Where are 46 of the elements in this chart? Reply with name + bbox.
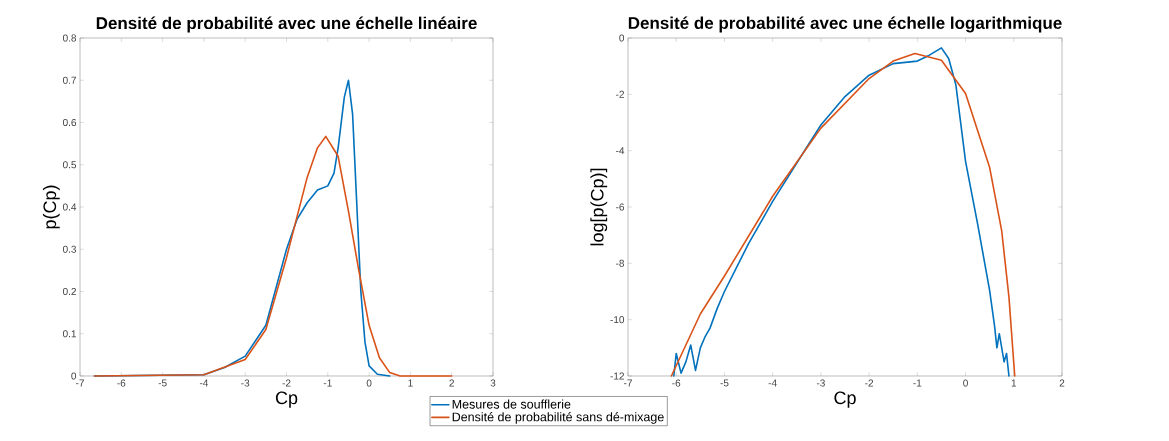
x-tick-label: -6 <box>672 379 681 387</box>
x-tick-label: -3 <box>241 379 250 387</box>
y-tick-label: 0.1 <box>62 330 76 338</box>
chart-title: Densité de probabilité avec une échelle linéaire <box>96 16 477 33</box>
chart-title: Densité de probabilité avec une échelle logarithmique <box>628 16 1062 33</box>
y-tick-label: 0 <box>71 372 77 380</box>
legend-label: Mesures de soufflerie <box>452 399 571 409</box>
y-tick-label: 0.5 <box>62 161 77 169</box>
x-tick-label: 0 <box>366 379 372 387</box>
y-tick-label: 0.2 <box>62 287 76 296</box>
x-tick-label: 3 <box>490 379 496 387</box>
x-tick-label: -4 <box>199 379 209 387</box>
y-tick-label: 0 <box>619 34 625 42</box>
x-tick-label: 2 <box>1059 379 1065 387</box>
x-axis-title: Cp <box>275 391 298 408</box>
x-tick-label: 1 <box>408 379 413 387</box>
x-tick-label: -3 <box>816 379 825 387</box>
x-tick-label: 2 <box>449 379 454 387</box>
legend-label: Densité de probabilité sans dé-mixage <box>452 412 664 424</box>
x-tick-label: 1 <box>1011 379 1017 387</box>
x-tick-label: -6 <box>117 379 126 387</box>
y-tick-label: 0.3 <box>62 245 77 253</box>
y-tick-label: 0.6 <box>62 118 77 127</box>
x-tick-label: -5 <box>158 379 167 387</box>
y-tick-label: -12 <box>610 372 624 380</box>
y-tick-label: -6 <box>616 203 625 211</box>
y-tick-label: -2 <box>616 90 624 98</box>
y-tick-label: 0.7 <box>62 76 76 84</box>
x-tick-label: -4 <box>768 379 777 387</box>
y-tick-label: 0.8 <box>62 34 77 42</box>
x-tick-label: -2 <box>282 379 291 387</box>
x-tick-label: 0 <box>963 379 968 387</box>
x-tick-label: -2 <box>865 379 874 387</box>
x-tick-label: -7 <box>624 379 632 387</box>
y-tick-label: 0.4 <box>62 203 77 211</box>
x-tick-label: -1 <box>913 379 922 387</box>
x-tick-label: -7 <box>76 379 84 387</box>
y-axis-title: log[p(Cp)] <box>590 168 608 246</box>
x-axis-title: Cp <box>834 391 856 408</box>
y-tick-label: -8 <box>616 259 625 267</box>
x-tick-label: -1 <box>323 379 332 387</box>
y-tick-label: -10 <box>610 316 625 324</box>
line-series <box>93 135 453 377</box>
y-axis-title: p(Cp) <box>42 185 60 229</box>
x-tick-label: -5 <box>720 379 729 387</box>
y-tick-label: -4 <box>616 147 625 155</box>
